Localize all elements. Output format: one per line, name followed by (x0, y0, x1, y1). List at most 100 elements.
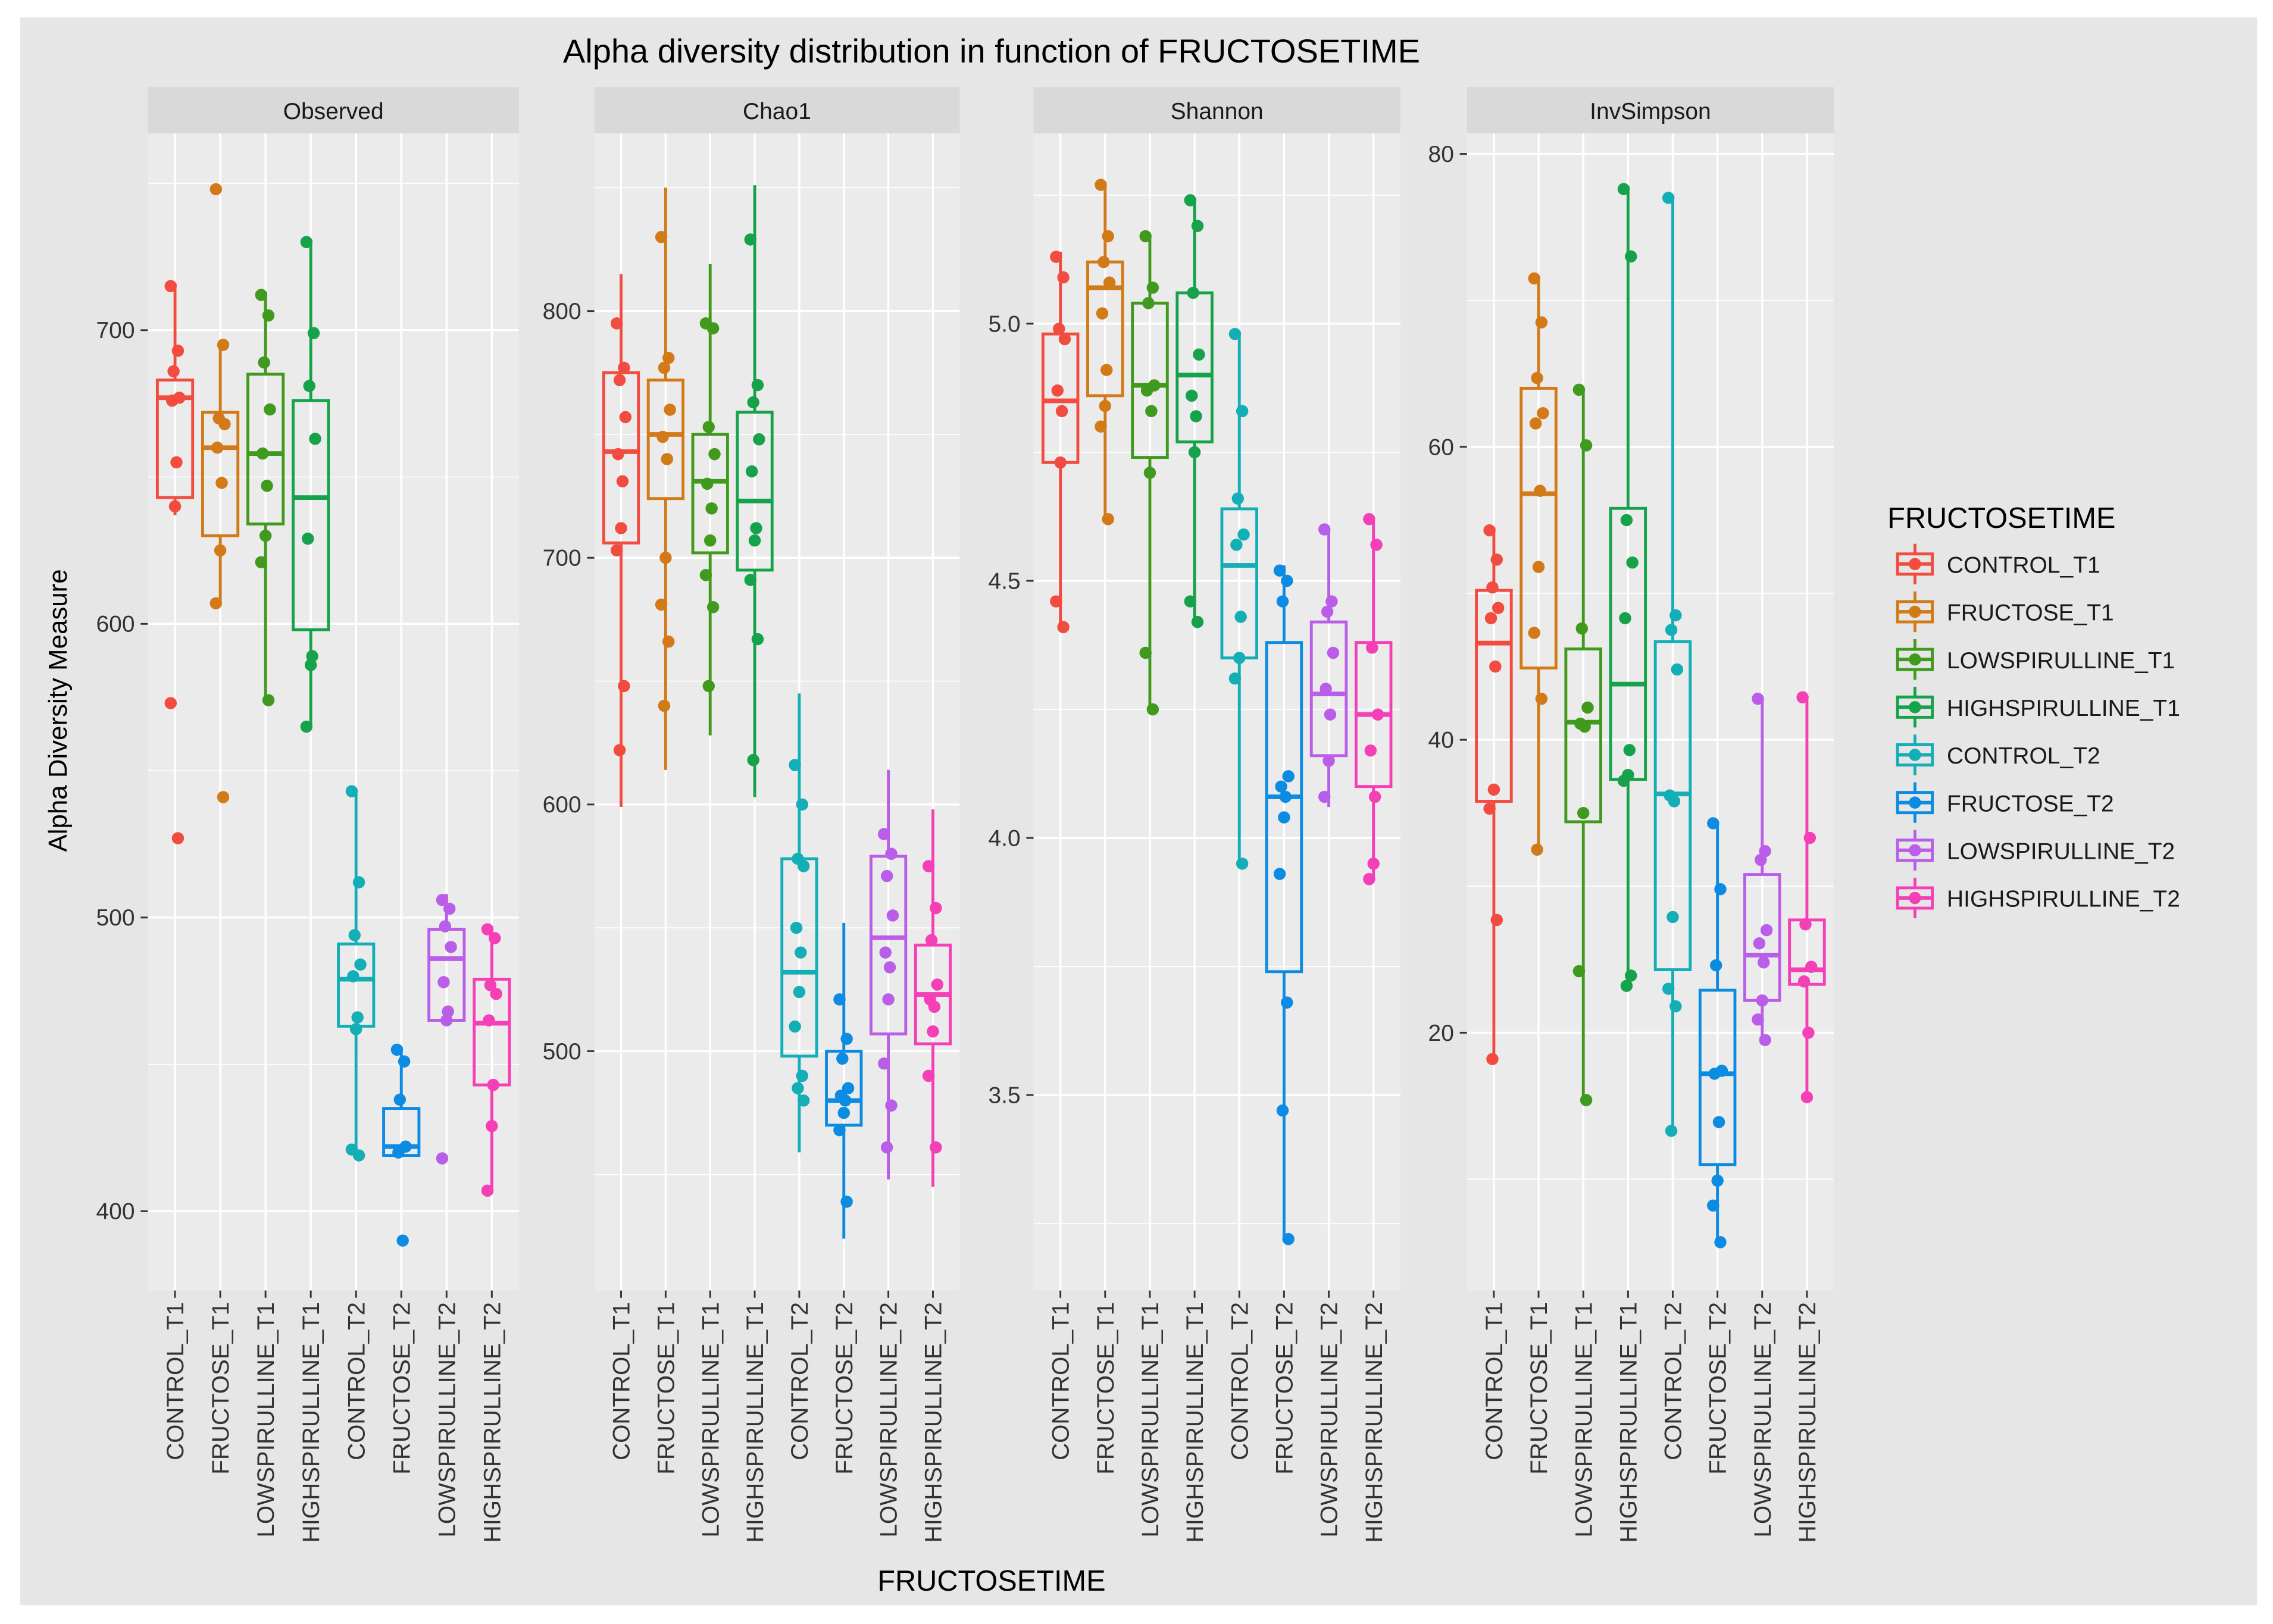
data-point (878, 828, 890, 840)
data-point (264, 403, 276, 416)
data-point (793, 985, 806, 999)
legend-label: FRUCTOSE_T1 (1947, 600, 2114, 626)
data-point (257, 447, 269, 460)
boxplot-chao1-lowspirulline-t1 (691, 264, 729, 736)
data-point (1234, 611, 1247, 623)
data-point (1186, 389, 1198, 402)
data-point (1580, 1094, 1593, 1106)
data-point (1191, 615, 1204, 628)
data-point (931, 978, 943, 991)
boxplot-chao1-fructose-t1 (646, 187, 684, 770)
y-tick-label: 80 (1428, 142, 1454, 167)
data-point (214, 544, 227, 557)
data-point (613, 744, 626, 756)
x-tick-label-fructose-t1: FRUCTOSE_T1 (1525, 1302, 1552, 1475)
data-point (1531, 371, 1543, 384)
data-point (1805, 960, 1818, 973)
data-point (656, 430, 669, 443)
y-tick-label: 4.0 (988, 825, 1020, 851)
data-point (1184, 595, 1197, 608)
x-tick-label-lowspirulline-t2: LOWSPIRULLINE_T2 (1316, 1302, 1343, 1537)
data-point (483, 1014, 495, 1027)
data-point (1802, 1027, 1815, 1039)
boxplot-observed-highspirulline-t2 (473, 923, 511, 1197)
data-point (840, 1032, 853, 1045)
data-point (702, 680, 715, 693)
data-point (1273, 564, 1286, 577)
data-point (751, 633, 764, 646)
legend-label: HIGHSPIRULLINE_T1 (1947, 696, 2180, 721)
data-point (796, 798, 808, 811)
x-tick-label-highspirulline-t2: HIGHSPIRULLINE_T2 (479, 1302, 505, 1542)
data-point (352, 876, 365, 888)
data-point (1282, 770, 1295, 783)
y-tick-label: 600 (96, 612, 135, 637)
data-point (164, 697, 177, 709)
legend-key (1896, 830, 1934, 871)
x-tick-label-fructose-t1: FRUCTOSE_T1 (207, 1302, 234, 1475)
boxplot-observed-lowspirulline-t1 (246, 289, 285, 706)
data-point (616, 475, 629, 487)
y-tick-label: 700 (96, 318, 135, 343)
data-point (1095, 420, 1107, 433)
data-point (255, 556, 268, 568)
panel-chao1: Chao1 500 600 700 800 CONTROL_T1 FRUCTOSE_T1 LO… (543, 87, 960, 1542)
data-point (300, 720, 313, 733)
data-point (1669, 609, 1682, 622)
x-tick-label-lowspirulline-t1: LOWSPIRULLINE_T1 (1570, 1302, 1597, 1537)
data-point (1528, 627, 1540, 639)
data-point (1803, 831, 1816, 844)
data-point (1368, 790, 1381, 803)
data-point (753, 433, 765, 446)
boxplot-shannon-control-t1 (1041, 251, 1080, 634)
data-point (1370, 539, 1383, 551)
data-point (302, 532, 314, 545)
data-point (443, 902, 456, 915)
strip-label-observed: Observed (283, 99, 384, 124)
data-point (751, 378, 764, 392)
data-point (440, 1014, 453, 1027)
legend-key (1896, 543, 1934, 584)
data-point (354, 958, 367, 971)
data-point (255, 289, 268, 301)
data-point (1492, 602, 1505, 614)
data-point (259, 530, 272, 542)
data-point (1321, 605, 1334, 618)
data-point (1489, 660, 1502, 673)
legend-key-point (1909, 891, 1921, 905)
legend-item-fructose-t2: FRUCTOSE_T2 (1896, 782, 2114, 823)
x-axis-label: FRUCTOSETIME (877, 1565, 1105, 1597)
data-point (1236, 405, 1249, 418)
data-point (880, 1141, 893, 1154)
x-tick-label-highspirulline-t1: HIGHSPIRULLINE_T1 (1181, 1302, 1208, 1542)
data-point (392, 1146, 405, 1159)
data-point (349, 1023, 362, 1035)
data-point (1231, 492, 1245, 505)
data-point (303, 380, 315, 392)
data-point (1187, 286, 1199, 299)
data-point (1755, 853, 1767, 866)
box (1698, 988, 1737, 1166)
strip-label-shannon: Shannon (1171, 99, 1264, 124)
data-point (664, 403, 676, 416)
boxplot-observed-fructose-t1 (201, 183, 240, 803)
data-point (481, 1184, 494, 1197)
data-point (1486, 1053, 1499, 1065)
panel-background (594, 133, 960, 1291)
box (246, 373, 285, 525)
x-tick-label-fructose-t1: FRUCTOSE_T1 (652, 1302, 679, 1475)
data-point (797, 860, 810, 872)
legend-item-lowspirulline-t1: LOWSPIRULLINE_T1 (1896, 639, 2175, 680)
data-point (1318, 523, 1331, 536)
data-point (658, 361, 671, 374)
box (825, 1049, 863, 1127)
data-point (1665, 624, 1678, 636)
data-point (790, 921, 803, 934)
boxplot-invsimpson-fructose-t2 (1698, 817, 1737, 1248)
data-point (1188, 446, 1201, 459)
data-point (1145, 405, 1158, 418)
data-point (797, 1094, 810, 1107)
boxplot-invsimpson-control-t1 (1475, 524, 1513, 1065)
data-point (885, 847, 898, 860)
